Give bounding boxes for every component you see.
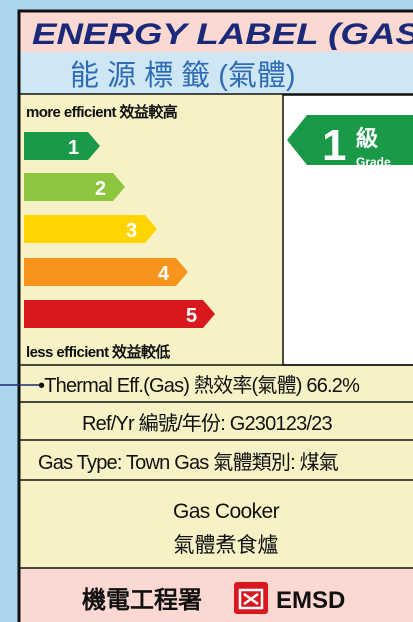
grade-bar [24, 300, 215, 328]
grade-value: 1 [322, 121, 346, 170]
grade-arrow [287, 115, 413, 165]
gas-type-row: Gas Type: Town Gas 氣體類別: 煤氣 [38, 451, 339, 474]
subtitle: 能 源 標 籤 (氣體) [70, 59, 296, 92]
grade-bar [24, 215, 157, 243]
ref-row: Ref/Yr 編號/年份: G230123/23 [82, 412, 332, 435]
title-band [20, 12, 413, 53]
top-label: more efficient 效益較高 [26, 103, 178, 121]
grade-bar [24, 173, 125, 201]
product-zh: 氣體煮食爐 [174, 534, 279, 557]
emsd-logo-mark [238, 588, 264, 610]
grade-number: 2 [95, 178, 106, 200]
title: ENERGY LABEL (GAS) [32, 18, 413, 51]
bottom-label: less efficient 效益較低 [26, 343, 170, 361]
grade-bar [24, 132, 100, 160]
footer-band [20, 569, 413, 622]
grade-number: 5 [186, 305, 197, 327]
agency-en: EMSD [276, 587, 345, 614]
product-en: Gas Cooker [173, 500, 280, 523]
grade-number: 4 [158, 263, 170, 285]
thermal-row: •Thermal Eff.(Gas) 熱效率(氣體) 66.2% [38, 374, 360, 397]
grade-bar [24, 258, 188, 286]
grade-en: Grade [356, 155, 391, 169]
grade-number: 3 [126, 220, 137, 242]
agency-zh: 機電工程署 [82, 587, 202, 614]
subtitle-band [20, 52, 413, 94]
grade-zh: 級 [356, 126, 378, 151]
grade-number: 1 [68, 137, 79, 159]
